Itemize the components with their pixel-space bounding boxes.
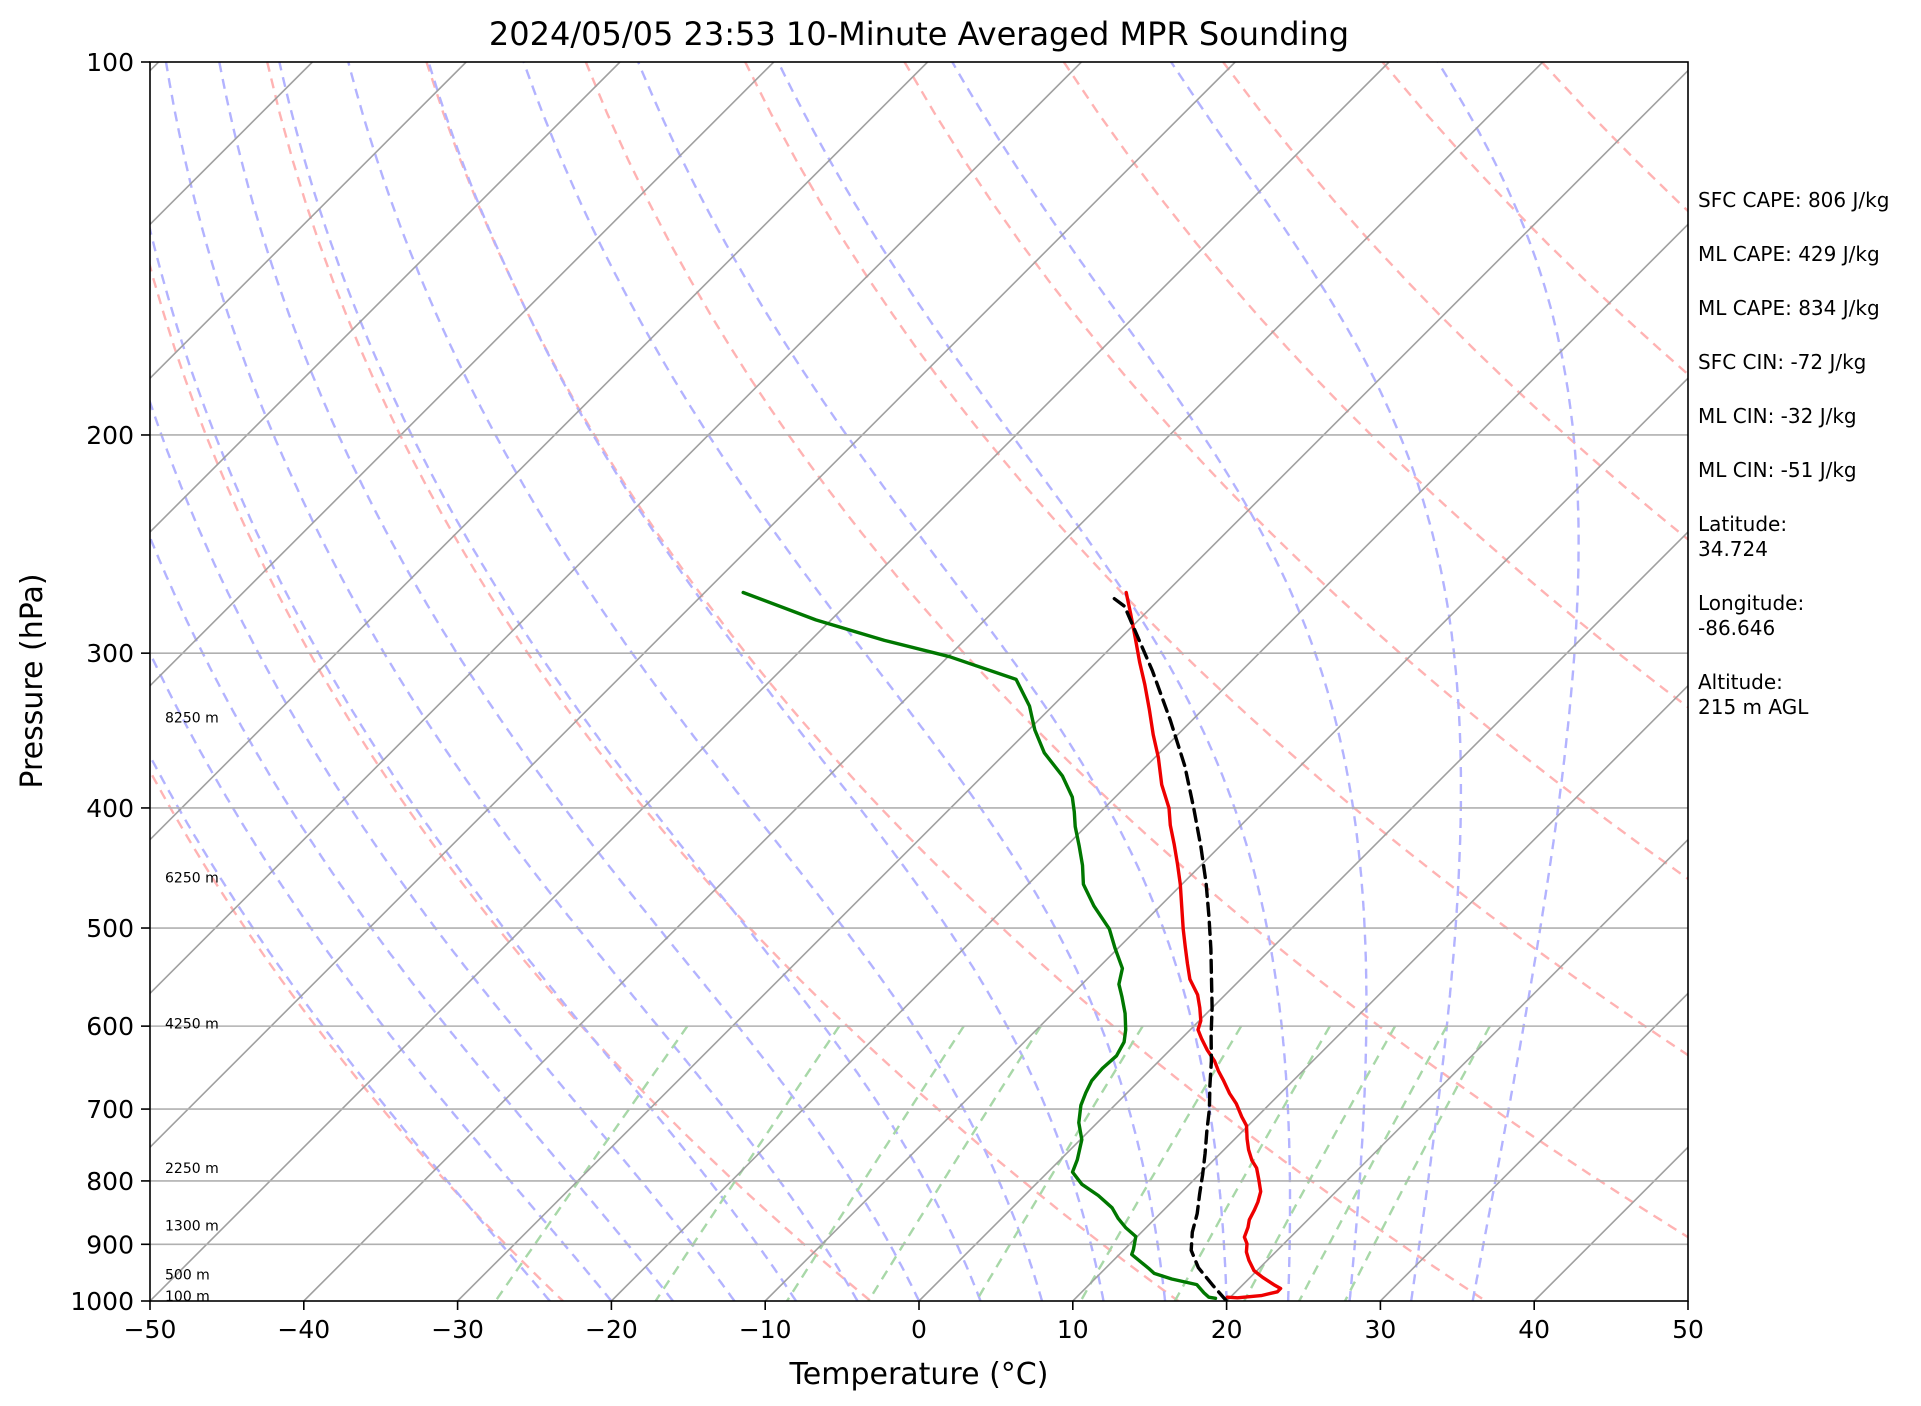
y-tick-label: 500 bbox=[86, 914, 134, 943]
isotherm-line bbox=[150, 62, 929, 841]
mixing-ratio-line bbox=[975, 1025, 1144, 1301]
moist-adiabat-line bbox=[164, 62, 859, 1301]
isotherm-line bbox=[457, 69, 1688, 1301]
chart-title: 2024/05/05 23:53 10-Minute Averaged MPR … bbox=[489, 15, 1349, 53]
y-tick-label: 200 bbox=[86, 421, 134, 450]
moist-adiabat-line bbox=[150, 650, 613, 1301]
x-tick-label: 20 bbox=[1211, 1315, 1243, 1344]
isotherm-line bbox=[303, 62, 1544, 1301]
x-tick-label: 10 bbox=[1057, 1315, 1089, 1344]
y-tick-label: 600 bbox=[86, 1012, 134, 1041]
x-tick-label: −40 bbox=[277, 1315, 330, 1344]
dry-adiabat-line bbox=[744, 62, 1688, 1057]
moist-adiabat-line bbox=[150, 753, 551, 1301]
mixing-ratio-line bbox=[867, 1025, 1042, 1301]
y-axis-ticks: 100 200 300 400 500 600 700 800 900 1000 bbox=[70, 48, 150, 1316]
stat-longitude: Longitude: -86.646 bbox=[1698, 591, 1805, 640]
x-tick-label: 50 bbox=[1672, 1315, 1704, 1344]
moist-adiabat-line bbox=[278, 62, 982, 1301]
isotherm-line bbox=[150, 62, 621, 534]
moist-adiabat-line bbox=[150, 534, 674, 1301]
x-axis-ticks: −50 −40 −30 −20 −10 0 10 20 30 40 50 bbox=[124, 1301, 1704, 1344]
moist-adiabat-line bbox=[1436, 62, 1580, 1301]
sounding-traces bbox=[741, 590, 1283, 1301]
y-tick-label: 1000 bbox=[70, 1287, 134, 1316]
dewpoint-line bbox=[741, 590, 1218, 1300]
isotherm-line bbox=[150, 62, 1236, 1149]
y-tick-label: 800 bbox=[86, 1167, 134, 1196]
stat-altitude: Altitude: 215 m AGL bbox=[1698, 670, 1809, 719]
height-label: 1300 m bbox=[165, 1218, 219, 1234]
isotherm-line bbox=[610, 223, 1688, 1301]
isotherm-line bbox=[764, 377, 1688, 1301]
dry-adiabat-line bbox=[266, 62, 1179, 1301]
height-label: 500 m bbox=[165, 1268, 210, 1284]
moist-adiabat-line bbox=[347, 62, 1044, 1301]
isotherm-line bbox=[918, 530, 1688, 1301]
isotherm-line bbox=[1226, 838, 1688, 1301]
x-axis-label: Temperature (°C) bbox=[789, 1357, 1049, 1392]
parcel-line bbox=[1109, 594, 1229, 1301]
y-tick-label: 900 bbox=[86, 1230, 134, 1259]
height-label: 2250 m bbox=[165, 1161, 219, 1177]
height-labels: 100 m 500 m 1300 m 2250 m 4250 m 6250 m 8250 m bbox=[165, 710, 219, 1305]
dry-adiabat-line bbox=[150, 261, 872, 1301]
x-tick-label: −20 bbox=[585, 1315, 638, 1344]
x-tick-label: −50 bbox=[124, 1315, 177, 1344]
stat-sfc-cape: SFC CAPE: 806 J/kg bbox=[1698, 188, 1890, 212]
x-tick-label: −30 bbox=[431, 1315, 484, 1344]
y-tick-label: 300 bbox=[86, 639, 134, 668]
y-tick-label: 400 bbox=[86, 794, 134, 823]
isotherm-line bbox=[1072, 684, 1688, 1301]
y-axis-label: Pressure (hPa) bbox=[15, 573, 50, 788]
dry-adiabat-line bbox=[425, 62, 1487, 1301]
isotherm-line bbox=[1379, 992, 1688, 1301]
stat-ml-cape: ML CAPE: 429 J/kg bbox=[1698, 242, 1880, 266]
moist-adiabat-line bbox=[150, 224, 798, 1301]
height-label: 6250 m bbox=[165, 870, 219, 886]
temperature-line bbox=[1124, 590, 1283, 1300]
isotherm-line bbox=[150, 62, 1082, 995]
dry-adiabat-line bbox=[903, 62, 1688, 881]
x-tick-label: 40 bbox=[1518, 1315, 1550, 1344]
dry-adiabat-line bbox=[150, 768, 564, 1301]
y-tick-label: 100 bbox=[86, 48, 134, 77]
isotherm-line bbox=[150, 62, 1390, 1301]
x-tick-label: 0 bbox=[911, 1315, 927, 1344]
stat-ml-cin-2: ML CIN: -51 J/kg bbox=[1698, 458, 1857, 482]
moist-adiabat-line bbox=[1170, 62, 1463, 1301]
stat-latitude: Latitude: 34.724 bbox=[1698, 512, 1788, 561]
x-tick-label: −10 bbox=[739, 1315, 792, 1344]
x-tick-label: 30 bbox=[1364, 1315, 1396, 1344]
height-label: 100 m bbox=[165, 1289, 210, 1305]
moist-adiabat-line bbox=[522, 62, 1167, 1301]
stat-sfc-cin: SFC CIN: -72 J/kg bbox=[1698, 350, 1867, 374]
moist-adiabat-line bbox=[637, 62, 1228, 1301]
mixing-ratio-line bbox=[654, 1025, 841, 1301]
height-label: 4250 m bbox=[165, 1016, 219, 1032]
isotherm-line bbox=[150, 62, 467, 380]
moist-adiabat-line bbox=[427, 62, 1105, 1301]
y-tick-label: 700 bbox=[86, 1095, 134, 1124]
moist-adiabat-line bbox=[150, 398, 736, 1301]
pressure-gridlines bbox=[150, 434, 1688, 1246]
isotherm-line bbox=[150, 62, 775, 687]
moist-adiabat-line bbox=[777, 62, 1292, 1301]
stat-ml-cin: ML CIN: -32 J/kg bbox=[1698, 404, 1857, 428]
height-label: 8250 m bbox=[165, 710, 219, 726]
sounding-stats-panel: SFC CAPE: 806 J/kg ML CAPE: 429 J/kg ML … bbox=[1698, 188, 1920, 749]
moist-adiabat-line bbox=[951, 62, 1368, 1301]
stat-ml-cape-2: ML CAPE: 834 J/kg bbox=[1698, 296, 1880, 320]
